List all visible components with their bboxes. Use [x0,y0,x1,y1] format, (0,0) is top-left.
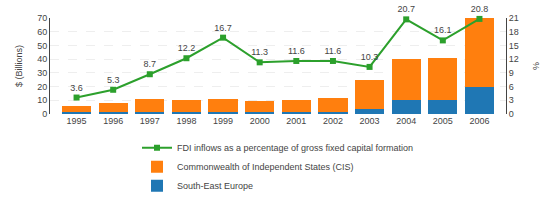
svg-text:6: 6 [509,82,514,92]
svg-text:FDI inflows as a percentage of: FDI inflows as a percentage of gross fix… [177,143,413,153]
svg-text:20.7: 20.7 [397,4,415,14]
svg-text:3: 3 [509,95,514,105]
svg-text:1998: 1998 [176,116,196,126]
svg-text:South-East Europe: South-East Europe [177,181,253,191]
svg-text:2006: 2006 [469,116,489,126]
svg-text:11.6: 11.6 [288,46,305,56]
svg-text:30: 30 [37,68,47,78]
svg-text:2003: 2003 [360,116,380,126]
svg-text:1996: 1996 [103,116,123,126]
svg-text:12.2: 12.2 [178,43,196,53]
svg-text:2002: 2002 [323,116,343,126]
svg-text:15: 15 [509,41,519,51]
svg-text:12: 12 [509,54,519,64]
svg-text:2004: 2004 [396,116,416,126]
svg-text:8.7: 8.7 [144,59,157,69]
svg-text:1999: 1999 [213,116,233,126]
svg-text:60: 60 [37,27,47,37]
svg-text:9: 9 [509,68,514,78]
svg-text:16.7: 16.7 [214,23,232,33]
svg-text:0: 0 [42,109,47,119]
svg-text:20: 20 [37,82,47,92]
svg-text:21: 21 [509,13,519,23]
svg-text:18: 18 [509,27,519,37]
svg-text:20.8: 20.8 [471,4,489,14]
svg-text:50: 50 [37,41,47,51]
svg-text:0: 0 [509,109,514,119]
svg-text:40: 40 [37,54,47,64]
svg-text:2000: 2000 [250,116,270,126]
svg-text:11.3: 11.3 [251,47,268,57]
svg-text:1997: 1997 [140,116,160,126]
svg-text:3.6: 3.6 [70,83,83,93]
svg-text:$ (Billions): $ (Billions) [14,45,24,87]
svg-text:5.3: 5.3 [107,75,120,85]
svg-text:16.1: 16.1 [434,25,452,35]
svg-text:Commonwealth of Independent St: Commonwealth of Independent States (CIS) [177,162,354,172]
svg-text:%: % [531,62,541,70]
svg-text:2001: 2001 [286,116,306,126]
svg-text:10: 10 [37,95,47,105]
svg-text:70: 70 [37,13,47,23]
svg-text:2005: 2005 [433,116,453,126]
svg-text:10.3: 10.3 [361,52,379,62]
svg-text:11.6: 11.6 [325,46,342,56]
svg-text:1995: 1995 [67,116,87,126]
